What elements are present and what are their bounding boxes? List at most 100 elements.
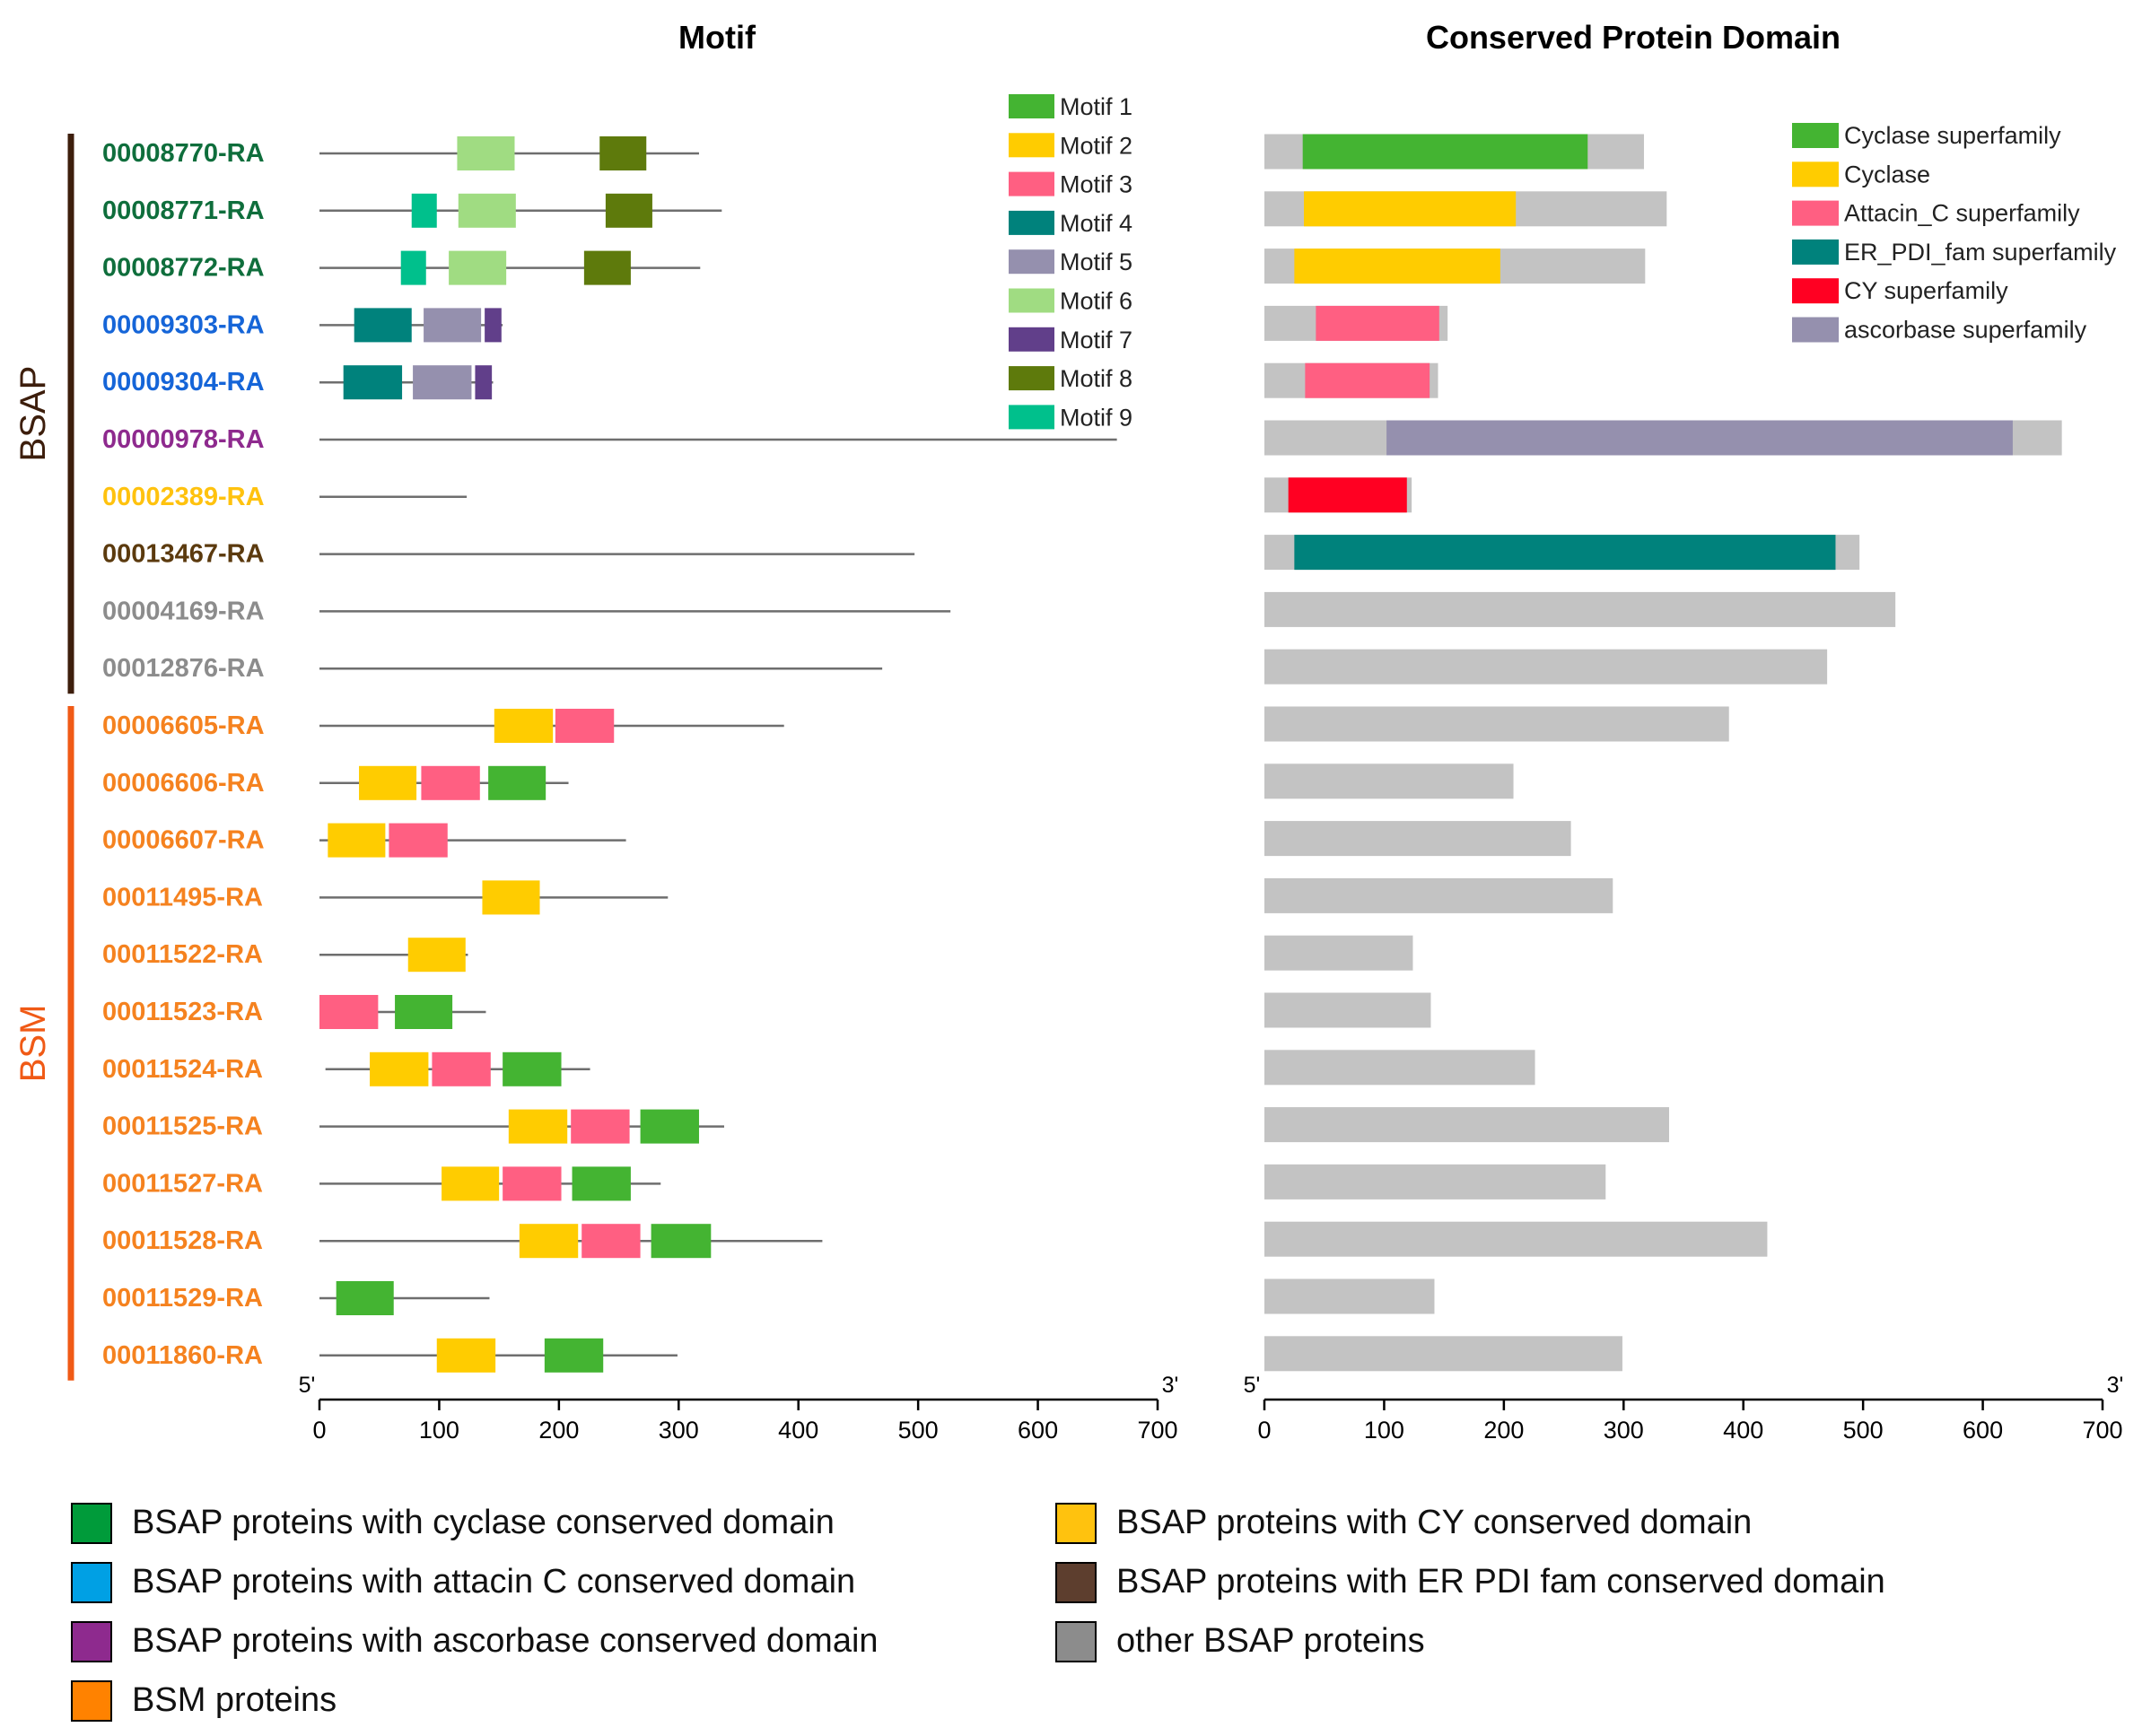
domain-block: [1304, 191, 1517, 227]
motif-5-block: [413, 365, 472, 400]
bottom-legend-label: BSAP proteins with attacin C conserved d…: [132, 1563, 855, 1601]
domain-axis-start-label: 5': [1244, 1373, 1261, 1398]
motif-3-block: [571, 1109, 630, 1144]
protein-name-label: 00009304-RA: [102, 368, 265, 397]
motif-1-block: [572, 1166, 631, 1201]
protein-length-bar: [1264, 1278, 1435, 1314]
protein-name-label: 00012876-RA: [102, 654, 265, 683]
bottom-legend-swatch: [1055, 1621, 1097, 1662]
protein-name-label: 00004169-RA: [102, 597, 265, 625]
motif-3-block: [421, 765, 480, 800]
protein-name-label: 00013467-RA: [102, 540, 265, 569]
domain-tick-label: 500: [1843, 1417, 1884, 1444]
motif-legend-label: Motif 6: [1060, 288, 1132, 315]
domain-legend-swatch: [1792, 200, 1839, 226]
protein-name-label: 00006606-RA: [102, 769, 265, 798]
motif-7-block: [475, 365, 493, 400]
bottom-legend-label: BSAP proteins with ascorbase conserved d…: [132, 1622, 879, 1660]
motif-4-block: [354, 308, 412, 343]
protein-name-label: 00011860-RA: [102, 1341, 263, 1370]
motif-1-block: [640, 1109, 699, 1144]
motif-legend-swatch: [1009, 171, 1054, 196]
motif-tick-label: 100: [419, 1417, 459, 1444]
motif-tick-label: 600: [1018, 1417, 1058, 1444]
protein-length-bar: [1264, 1336, 1622, 1372]
domain-block: [1305, 362, 1430, 398]
domain-tick-label: 100: [1364, 1417, 1404, 1444]
motif-2-block: [519, 1224, 579, 1259]
motif-legend-swatch: [1009, 327, 1054, 352]
motif-9-block: [400, 250, 426, 285]
protein-length-bar: [1264, 649, 1828, 685]
protein-name-label: 00008770-RA: [102, 139, 265, 168]
motif-6-block: [457, 136, 515, 170]
motif-8-block: [605, 193, 652, 228]
motif-2-block: [442, 1166, 500, 1201]
protein-name-label: 00006605-RA: [102, 711, 265, 740]
motif-legend-label: Motif 9: [1060, 404, 1132, 431]
protein-name-label: 00008772-RA: [102, 254, 265, 283]
bottom-legend-swatch: [71, 1621, 112, 1662]
protein-name-label: 00011522-RA: [102, 940, 263, 969]
motif-tick-label: 300: [659, 1417, 699, 1444]
motif-legend-label: Motif 1: [1060, 93, 1132, 120]
motif-legend-label: Motif 2: [1060, 132, 1132, 159]
domain-tick-label: 600: [1963, 1417, 2003, 1444]
protein-length-bar: [1264, 591, 1896, 627]
motif-legend-swatch: [1009, 94, 1054, 118]
bottom-legend-swatch: [71, 1503, 112, 1544]
motif-tick-label: 500: [898, 1417, 939, 1444]
motif-panel-title: Motif: [678, 19, 756, 56]
motif-4-block: [343, 365, 403, 400]
bottom-legend-swatch: [1055, 1503, 1097, 1544]
motif-tick-label: 700: [1137, 1417, 1177, 1444]
motif-1-block: [651, 1224, 712, 1259]
motif-tick-label: 0: [312, 1417, 326, 1444]
protein-name-label: 00011523-RA: [102, 998, 263, 1026]
domain-tick-label: 0: [1257, 1417, 1271, 1444]
protein-length-bar: [1264, 992, 1431, 1028]
motif-axis-end-label: 3': [1162, 1373, 1179, 1398]
motif-6-block: [458, 193, 516, 228]
protein-name-label: 00011524-RA: [102, 1055, 263, 1084]
bottom-legend-label: other BSAP proteins: [1116, 1622, 1425, 1660]
protein-length-bar: [1264, 1221, 1768, 1257]
protein-name-label: 00011528-RA: [102, 1226, 263, 1255]
protein-name-label: 00011529-RA: [102, 1284, 263, 1313]
bottom-legend-swatch: [71, 1562, 112, 1603]
domain-block: [1294, 535, 1836, 571]
motif-2-block: [370, 1051, 429, 1086]
protein-name-label: 00011527-RA: [102, 1169, 263, 1198]
motif-2-block: [494, 709, 554, 743]
domain-legend-label: Attacin_C superfamily: [1844, 200, 2080, 227]
motif-legend-label: Motif 5: [1060, 249, 1132, 275]
motif-legend-swatch: [1009, 249, 1054, 275]
motif-8-block: [599, 136, 647, 170]
motif-3-block: [503, 1166, 562, 1201]
domain-tick-label: 200: [1483, 1417, 1524, 1444]
protein-name-label: 00006607-RA: [102, 826, 265, 855]
domain-block: [1294, 249, 1500, 284]
motif-legend-swatch: [1009, 405, 1054, 430]
motif-7-block: [485, 308, 502, 343]
domain-legend-label: ascorbase superfamily: [1844, 317, 2087, 344]
motif-1-block: [503, 1051, 562, 1086]
protein-length-bar: [1264, 1164, 1606, 1199]
domain-block: [1288, 477, 1407, 513]
domain-legend-label: Cyclase superfamily: [1844, 122, 2061, 149]
motif-2-block: [328, 823, 386, 858]
bottom-legend-label: BSAP proteins with ER PDI fam conserved …: [1116, 1563, 1885, 1601]
motif-legend-label: Motif 7: [1060, 327, 1132, 353]
motif-legend-label: Motif 3: [1060, 171, 1132, 198]
bottom-legend-swatch: [1055, 1562, 1097, 1603]
protein-name-label: 00002389-RA: [102, 483, 265, 511]
protein-length-bar: [1264, 877, 1613, 913]
domain-legend-label: Cyclase: [1844, 161, 1930, 188]
motif-legend-swatch: [1009, 288, 1054, 313]
domain-tick-label: 300: [1604, 1417, 1644, 1444]
motif-6-block: [449, 250, 507, 285]
motif-1-block: [395, 995, 453, 1029]
motif-3-block: [432, 1051, 491, 1086]
domain-block: [1302, 134, 1588, 170]
